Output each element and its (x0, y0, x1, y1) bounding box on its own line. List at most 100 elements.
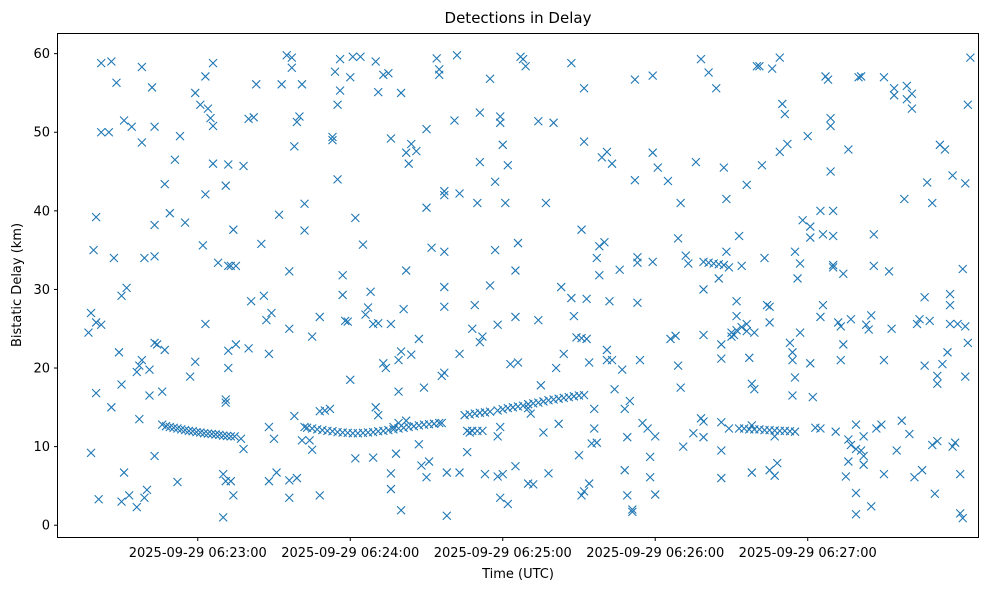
data-point-clutter (137, 138, 147, 147)
data-point-clutter (676, 383, 686, 393)
data-point-clutter (340, 316, 350, 326)
data-point-clutter (765, 318, 774, 327)
data-point-clutter (160, 179, 170, 189)
data-point-clutter (683, 259, 693, 268)
data-point-clutter (442, 511, 452, 521)
data-point-clutter (495, 112, 505, 121)
data-point-clutter (666, 334, 675, 344)
data-point-clutter (617, 365, 627, 374)
data-point-clutter (315, 312, 325, 322)
data-point-clutter (478, 332, 487, 341)
data-point-clutter (927, 440, 937, 450)
data-point-clutter (150, 220, 159, 230)
data-point-clutter (361, 310, 370, 319)
data-point-tracks (199, 428, 209, 438)
data-point-tracks (192, 427, 201, 437)
data-point-tracks (478, 426, 487, 436)
data-point-clutter (633, 298, 642, 308)
data-point-clutter (828, 231, 838, 241)
data-point-clutter (328, 135, 337, 145)
data-point-clutter (716, 417, 726, 427)
data-point-clutter (320, 406, 330, 415)
data-point-clutter (264, 476, 274, 486)
data-point-clutter (955, 469, 965, 479)
data-point-clutter (96, 58, 106, 68)
data-point-clutter (960, 321, 970, 331)
data-point-clutter (424, 457, 434, 466)
data-point-clutter (86, 448, 96, 458)
data-point-clutter (533, 116, 543, 126)
data-point-clutter (803, 131, 813, 141)
data-point-clutter (495, 118, 505, 128)
data-point-clutter (439, 190, 449, 200)
data-point-clutter (915, 314, 924, 324)
data-point-clutter (404, 159, 414, 169)
data-point-clutter (622, 490, 632, 500)
data-point-clutter (348, 52, 358, 62)
x-tick-label: 2025-09-29 06:23:00 (129, 546, 267, 561)
data-point-clutter (378, 358, 388, 368)
data-point-clutter (401, 416, 411, 426)
data-point-clutter (206, 113, 215, 123)
data-point-clutter (775, 53, 785, 62)
data-point-clutter (439, 282, 449, 292)
data-point-clutter (912, 319, 922, 329)
data-point-clutter (391, 449, 401, 459)
data-point-clutter (556, 282, 566, 292)
data-point-clutter (356, 52, 365, 62)
data-point-clutter (805, 358, 815, 368)
data-point-tracks (732, 325, 741, 335)
data-point-clutter (371, 402, 381, 412)
data-point-clutter (338, 270, 348, 280)
data-point-clutter (843, 435, 853, 444)
data-point-clutter (925, 316, 935, 326)
data-point-clutter (648, 148, 658, 158)
data-point-clutter (790, 247, 800, 257)
data-point-clutter (119, 468, 129, 477)
data-point-clutter (386, 134, 396, 143)
data-point-clutter (134, 361, 144, 371)
data-point-clutter (373, 318, 383, 328)
data-point-clutter (490, 245, 500, 255)
data-point-clutter (643, 424, 653, 433)
data-point-clutter (401, 148, 411, 158)
data-point-clutter (691, 157, 701, 167)
data-point-clutter (889, 83, 899, 93)
data-point-clutter (350, 213, 360, 223)
data-point-clutter (869, 261, 879, 271)
data-point-clutter (884, 266, 894, 276)
data-point-clutter (251, 79, 261, 89)
data-point-clutter (335, 86, 345, 95)
data-point-clutter (289, 142, 299, 151)
data-point-clutter (434, 70, 444, 80)
data-point-clutter (648, 71, 658, 81)
data-point-clutter (569, 311, 579, 321)
data-point-clutter (142, 485, 152, 495)
data-point-clutter (615, 265, 625, 275)
data-point-clutter (122, 283, 132, 293)
data-point-clutter (437, 418, 447, 428)
data-point-clutter (808, 392, 818, 402)
data-point-clutter (528, 479, 538, 489)
data-point-clutter (793, 274, 802, 283)
data-point-clutter (843, 145, 853, 154)
data-point-clutter (579, 83, 589, 93)
data-point-clutter (493, 472, 503, 481)
data-point-clutter (117, 497, 126, 507)
data-point-clutter (816, 312, 825, 322)
data-point-clutter (577, 490, 586, 500)
data-point-clutter (287, 53, 297, 62)
data-point-clutter (386, 468, 396, 478)
data-point-clutter (282, 50, 292, 60)
data-point-clutter (927, 198, 937, 208)
data-point-clutter (117, 291, 126, 301)
data-point-clutter (828, 260, 838, 270)
data-point-clutter (137, 62, 147, 72)
data-point-tracks (737, 322, 747, 332)
data-point-clutter (401, 266, 411, 275)
data-point-clutter (945, 319, 955, 329)
data-point-clutter (208, 121, 218, 131)
data-point-clutter (480, 469, 490, 479)
data-point-clutter (427, 243, 436, 253)
